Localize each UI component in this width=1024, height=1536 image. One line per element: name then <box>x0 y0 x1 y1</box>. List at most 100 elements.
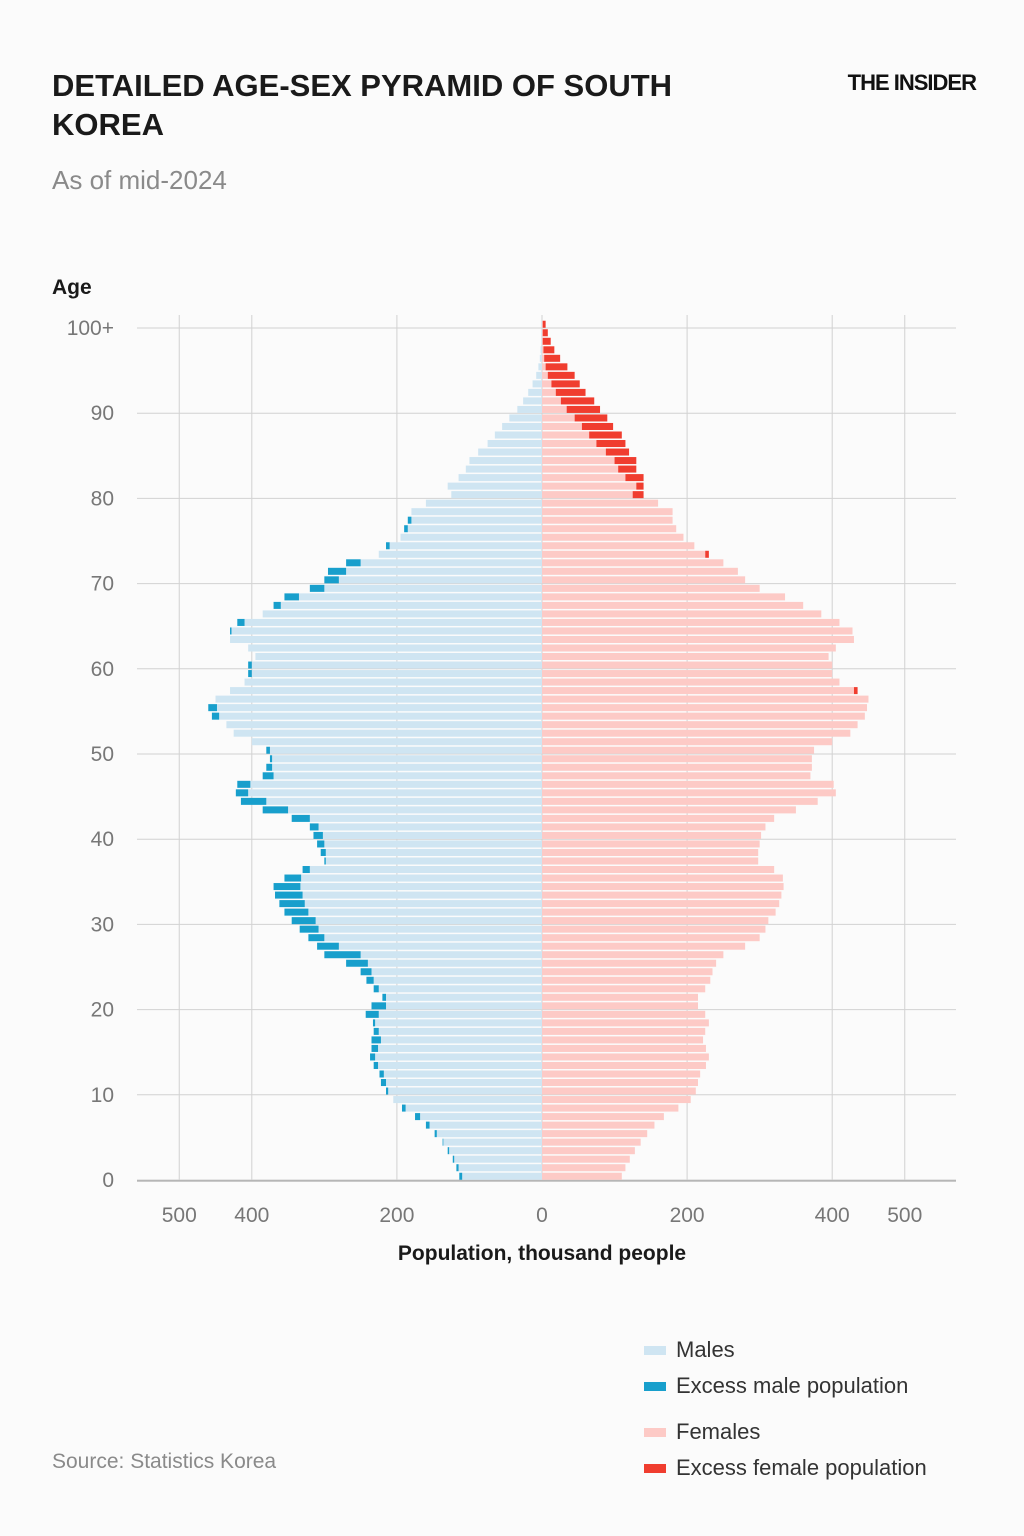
bar-male-age-90 <box>517 405 542 413</box>
bar-excess-male-age-64 <box>230 627 232 635</box>
y-tick-label-40: 40 <box>91 828 114 851</box>
bar-male-age-21 <box>386 993 542 1001</box>
bar-female-age-22 <box>542 985 706 993</box>
bar-excess-male-age-42 <box>291 814 310 822</box>
bar-female-age-5 <box>542 1130 648 1138</box>
bar-excess-male-age-13 <box>373 1061 379 1069</box>
bar-excess-female-age-95 <box>545 363 568 371</box>
bar-male-age-1 <box>458 1164 542 1172</box>
bar-male-age-4 <box>443 1138 542 1146</box>
bar-excess-female-age-93 <box>551 380 580 388</box>
bar-male-age-51 <box>251 738 543 746</box>
bar-male-age-24 <box>371 968 542 976</box>
bar-male-age-49 <box>272 755 542 763</box>
bar-female-age-94 <box>542 371 548 379</box>
bar-male-age-95 <box>538 363 542 371</box>
bar-male-age-16 <box>380 1036 542 1044</box>
bar-male-age-29 <box>318 925 542 933</box>
bar-female-age-65 <box>542 618 840 626</box>
y-tick-label-50: 50 <box>91 743 114 766</box>
bar-male-age-89 <box>509 414 542 422</box>
bar-male-age-81 <box>447 482 542 490</box>
bar-excess-male-age-69 <box>309 584 325 592</box>
bar-excess-male-age-25 <box>346 959 368 967</box>
bar-excess-male-age-5 <box>434 1130 437 1138</box>
bar-female-age-90 <box>542 405 567 413</box>
bar-female-age-28 <box>542 934 760 942</box>
bar-excess-male-age-32 <box>279 900 305 908</box>
bar-female-age-54 <box>542 712 865 720</box>
y-tick-label-20: 20 <box>91 999 114 1022</box>
bar-female-age-77 <box>542 516 673 524</box>
bar-male-age-80 <box>451 491 542 499</box>
bar-excess-male-age-37 <box>324 857 326 865</box>
bar-female-age-37 <box>542 857 759 865</box>
bar-female-age-6 <box>542 1121 655 1129</box>
bar-female-age-93 <box>542 380 552 388</box>
bar-male-age-76 <box>407 525 542 533</box>
bar-female-age-42 <box>542 814 775 822</box>
source-note: Source: Statistics Korea <box>52 1450 277 1473</box>
legend-label-excess-male: Excess male population <box>676 1373 909 1398</box>
y-tick-label-90: 90 <box>91 402 114 425</box>
bar-excess-male-age-38 <box>320 848 326 856</box>
bar-female-age-97 <box>542 346 544 354</box>
bar-excess-male-age-65 <box>237 618 245 626</box>
bar-female-age-33 <box>542 891 782 899</box>
bar-male-age-71 <box>346 567 542 575</box>
chart-title: DETAILED AGE-SEX PYRAMID OF SOUTH KOREA <box>52 68 673 142</box>
bar-male-age-54 <box>219 712 542 720</box>
bar-excess-male-age-59 <box>248 670 252 678</box>
legend-swatch-males <box>644 1345 666 1355</box>
bar-female-age-21 <box>542 993 698 1001</box>
bar-male-age-93 <box>532 380 542 388</box>
bar-female-age-59 <box>542 670 833 678</box>
bar-female-age-99 <box>542 329 543 337</box>
bar-excess-male-age-15 <box>371 1044 379 1052</box>
bar-female-age-91 <box>542 397 561 405</box>
bar-male-age-77 <box>411 516 542 524</box>
bar-female-age-80 <box>542 491 633 499</box>
bar-excess-male-age-55 <box>208 704 217 712</box>
bar-male-age-37 <box>325 857 542 865</box>
bar-male-age-6 <box>429 1121 542 1129</box>
bar-female-age-100 <box>542 320 543 328</box>
bar-excess-female-age-96 <box>544 354 561 362</box>
bar-male-age-34 <box>300 883 542 891</box>
population-pyramid-chart: 0 10 20 30 40 50 60 70 80 90 100+ 500 400 200 0 200 400 5… <box>52 276 956 1265</box>
bar-excess-female-age-100 <box>542 320 546 328</box>
x-tick-label-5: 400 <box>815 1204 850 1227</box>
bar-male-age-35 <box>301 874 542 882</box>
bar-excess-female-age-81 <box>636 482 644 490</box>
bar-male-age-11 <box>386 1079 542 1087</box>
bar-male-age-84 <box>469 457 542 465</box>
bar-excess-male-age-8 <box>401 1104 406 1112</box>
bar-male-age-73 <box>378 550 542 558</box>
bar-female-age-18 <box>542 1019 709 1027</box>
bar-female-age-55 <box>542 704 868 712</box>
bar-male-age-48 <box>272 763 542 771</box>
bar-male-age-28 <box>324 934 542 942</box>
bar-male-age-98 <box>541 337 542 345</box>
bar-male-age-70 <box>338 576 542 584</box>
bar-female-age-64 <box>542 627 853 635</box>
bar-female-age-2 <box>542 1155 630 1163</box>
bar-male-age-8 <box>405 1104 542 1112</box>
y-tick-label-10: 10 <box>91 1084 114 1107</box>
bar-female-age-62 <box>542 644 836 652</box>
bar-female-age-79 <box>542 499 659 507</box>
bar-male-age-10 <box>388 1087 542 1095</box>
bar-excess-male-age-45 <box>235 789 249 797</box>
bar-excess-female-age-73 <box>705 550 709 558</box>
bar-excess-male-age-76 <box>404 525 408 533</box>
bar-female-age-86 <box>542 440 597 448</box>
bar-excess-male-age-7 <box>415 1113 421 1121</box>
bar-excess-male-age-6 <box>425 1121 430 1129</box>
bar-male-age-60 <box>251 661 543 669</box>
bar-excess-male-age-4 <box>442 1138 444 1146</box>
bar-female-age-41 <box>542 823 766 831</box>
bar-male-age-86 <box>487 440 542 448</box>
bar-excess-male-age-49 <box>269 755 273 763</box>
bar-male-age-64 <box>231 627 542 635</box>
bar-female-age-10 <box>542 1087 696 1095</box>
